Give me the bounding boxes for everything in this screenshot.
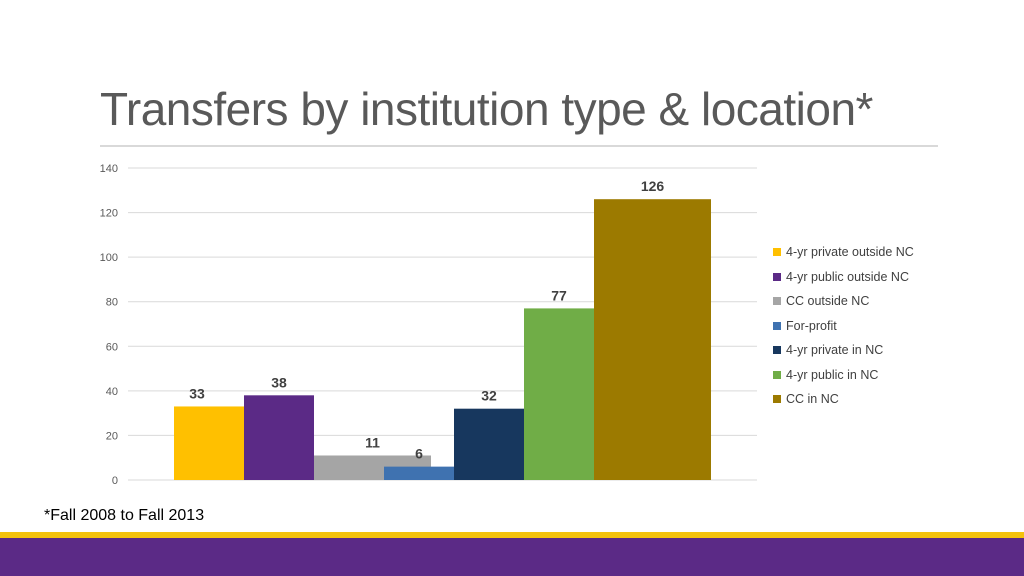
chart-legend: 4-yr private outside NC 4-yr public outsi… bbox=[773, 240, 914, 412]
legend-swatch bbox=[773, 272, 781, 281]
y-tick-label: 140 bbox=[100, 163, 118, 175]
legend-item: 4-yr private outside NC bbox=[773, 240, 914, 265]
legend-item: For-profit bbox=[773, 314, 914, 339]
y-tick-label: 80 bbox=[106, 297, 118, 309]
bars bbox=[174, 199, 711, 480]
legend-label: 4-yr private in NC bbox=[786, 343, 884, 358]
legend-item: CC in NC bbox=[773, 387, 914, 412]
legend-swatch bbox=[773, 297, 781, 306]
data-label-3: 6 bbox=[415, 446, 423, 462]
footnote: *Fall 2008 to Fall 2013 bbox=[44, 507, 205, 524]
data-label-2: 11 bbox=[365, 434, 380, 450]
bar-6 bbox=[594, 199, 711, 480]
data-label-6: 126 bbox=[641, 178, 665, 194]
legend-label: CC outside NC bbox=[786, 294, 870, 309]
legend-label: 4-yr public in NC bbox=[786, 367, 879, 382]
data-label-0: 33 bbox=[189, 385, 205, 401]
y-tick-label: 120 bbox=[100, 208, 118, 220]
legend-item: CC outside NC bbox=[773, 289, 914, 314]
y-tick-label: 40 bbox=[106, 386, 118, 398]
footer-band-gold bbox=[0, 532, 1024, 538]
legend-swatch bbox=[773, 346, 781, 355]
data-labels: 33 38 11 6 32 77 126 bbox=[189, 178, 664, 461]
bar-4 bbox=[454, 408, 524, 480]
legend-swatch bbox=[773, 248, 781, 257]
bar-5 bbox=[524, 308, 594, 480]
footer-band-purple bbox=[0, 538, 1024, 576]
legend-item: 4-yr public in NC bbox=[773, 363, 914, 388]
legend-swatch bbox=[773, 321, 781, 330]
legend-item: 4-yr private in NC bbox=[773, 338, 914, 363]
y-tick-label: 20 bbox=[106, 430, 118, 442]
title-divider bbox=[100, 145, 938, 147]
legend-label: 4-yr public outside NC bbox=[786, 269, 909, 284]
bar-1 bbox=[244, 395, 314, 480]
legend-swatch bbox=[773, 395, 781, 404]
y-tick-label: 100 bbox=[100, 252, 118, 264]
bar-chart: 0 20 40 60 80 100 120 140 33 38 11 6 32 77 126 bbox=[100, 163, 757, 487]
legend-swatch bbox=[773, 370, 781, 379]
legend-item: 4-yr public outside NC bbox=[773, 265, 914, 290]
y-tick-label: 0 bbox=[112, 475, 118, 487]
data-label-4: 32 bbox=[481, 388, 497, 404]
legend-label: 4-yr private outside NC bbox=[786, 245, 914, 260]
y-axis-ticks: 0 20 40 60 80 100 120 140 bbox=[100, 163, 118, 487]
bar-0 bbox=[174, 406, 244, 480]
data-label-1: 38 bbox=[271, 374, 287, 390]
y-tick-label: 60 bbox=[106, 341, 118, 353]
slide-title: Transfers by institution type & location… bbox=[100, 83, 873, 135]
legend-label: For-profit bbox=[786, 318, 837, 333]
data-label-5: 77 bbox=[551, 287, 567, 303]
legend-label: CC in NC bbox=[786, 392, 839, 407]
bar-3 bbox=[384, 466, 454, 480]
